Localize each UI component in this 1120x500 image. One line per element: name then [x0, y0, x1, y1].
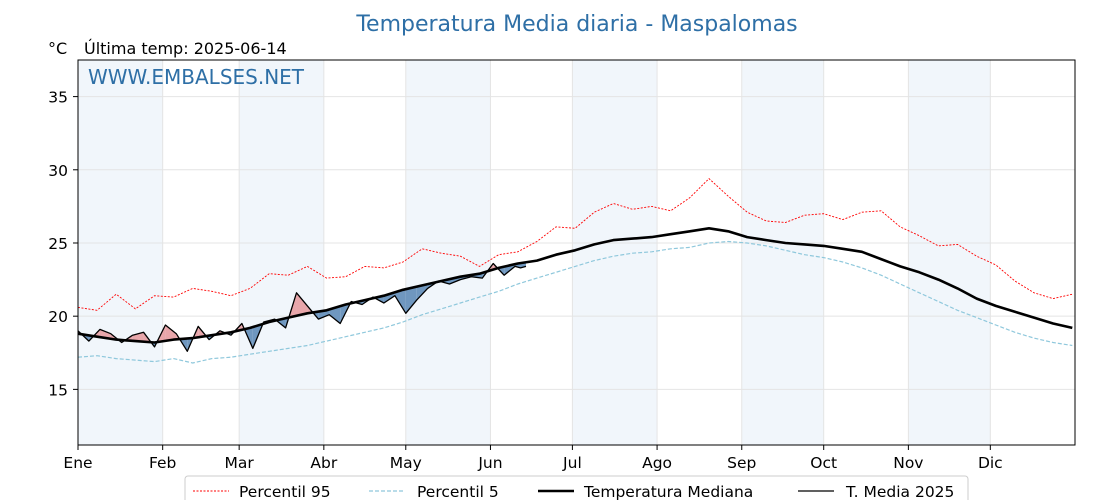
- x-tick-label: May: [390, 454, 422, 472]
- y-tick-label: 30: [48, 162, 68, 180]
- legend-label: Temperatura Mediana: [583, 483, 753, 500]
- y-tick-label: 15: [48, 381, 68, 399]
- y-tick-label: 20: [48, 308, 68, 326]
- last-temp-label: Última temp: 2025-06-14: [84, 39, 287, 58]
- month-band: [239, 60, 324, 445]
- legend-label: T. Media 2025: [845, 483, 954, 500]
- y-tick-label: 35: [48, 89, 68, 107]
- legend-box: [184, 475, 969, 500]
- x-tick-label: Jul: [562, 454, 582, 472]
- x-tick-label: Feb: [149, 454, 176, 472]
- fill-above-median: [296, 292, 308, 316]
- series-mediana: [77, 227, 1073, 344]
- x-tick-label: Dic: [978, 454, 1003, 472]
- month-band: [405, 60, 491, 445]
- month-band: [908, 60, 991, 445]
- fill-below-median: [416, 284, 428, 301]
- fill-below-median: [394, 289, 406, 314]
- x-tick-label: Oct: [810, 454, 837, 472]
- series-percentil-5: [77, 240, 1073, 364]
- month-band: [572, 60, 658, 445]
- legend: Percentil 95 Percentil 5 Temperatura Media…: [184, 475, 969, 500]
- y-tick-label: 25: [48, 235, 68, 253]
- plot-area: 15 20 25 30 35 Ene Feb Mar Abr May Jun Jul Ago Sep Oct…: [48, 59, 1076, 472]
- x-tick-label: Jun: [477, 454, 502, 472]
- chart-title: Temperatura Media diaria - Maspalomas: [355, 12, 797, 37]
- fill-below-median: [405, 286, 417, 314]
- month-band: [741, 60, 824, 445]
- x-tick-label: Sep: [727, 454, 756, 472]
- x-tick-label: Ene: [63, 454, 92, 472]
- watermark: WWW.EMBALSES.NET: [88, 65, 305, 89]
- fill-above-median: [165, 324, 177, 341]
- x-tick-label: Ago: [642, 454, 672, 472]
- legend-label: Percentil 5: [417, 483, 499, 500]
- unit-label: °C: [48, 39, 67, 58]
- series-media-2025: [77, 262, 527, 352]
- month-band: [78, 60, 163, 445]
- plot-frame: [77, 59, 1076, 446]
- fill-below-median: [329, 306, 341, 324]
- x-tick-label: Nov: [893, 454, 923, 472]
- legend-label: Percentil 95: [239, 483, 331, 500]
- x-tick-label: Mar: [225, 454, 255, 472]
- x-tick-label: Abr: [310, 454, 337, 472]
